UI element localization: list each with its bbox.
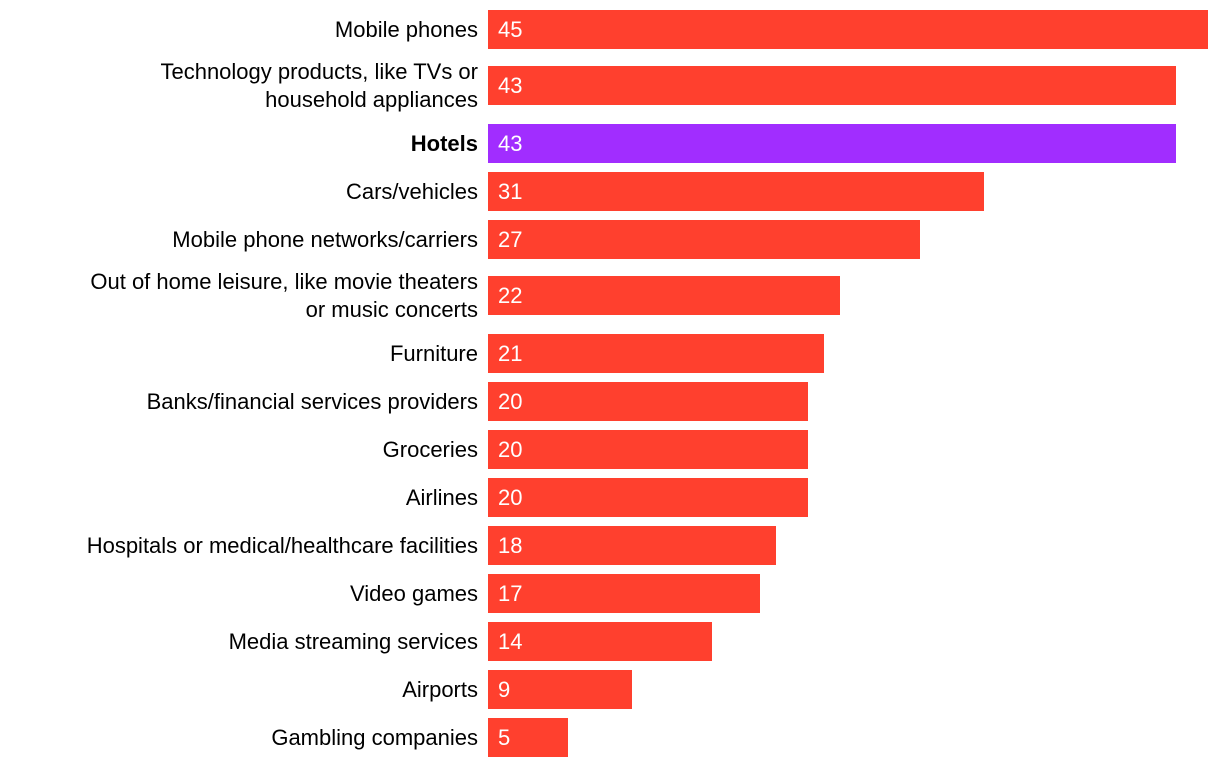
bar-7	[488, 382, 808, 421]
bar-value-label-14: 5	[498, 725, 510, 750]
category-label-7: Banks/financial services providers	[147, 389, 478, 414]
category-label-0: Mobile phones	[335, 17, 478, 42]
bar-value-label-9: 20	[498, 485, 522, 510]
category-label-6: Furniture	[390, 341, 478, 366]
bar-value-label-10: 18	[498, 533, 522, 558]
bar-value-label-0: 45	[498, 17, 522, 42]
category-label-4: Mobile phone networks/carriers	[172, 227, 478, 252]
bar-value-label-13: 9	[498, 677, 510, 702]
bar-9	[488, 478, 808, 517]
category-label-9: Airlines	[406, 485, 478, 510]
category-label-10: Hospitals or medical/healthcare faciliti…	[87, 533, 478, 558]
bar-2	[488, 124, 1176, 163]
bar-4	[488, 220, 920, 259]
bar-5	[488, 276, 840, 315]
bar-value-label-7: 20	[498, 389, 522, 414]
category-label-1-line-1: household appliances	[265, 87, 478, 112]
bar-3	[488, 172, 984, 211]
bar-6	[488, 334, 824, 373]
bar-12	[488, 622, 712, 661]
category-label-11: Video games	[350, 581, 478, 606]
bar-value-label-3: 31	[498, 179, 522, 204]
bar-10	[488, 526, 776, 565]
bar-1	[488, 66, 1176, 105]
bar-value-label-12: 14	[498, 629, 522, 654]
bar-11	[488, 574, 760, 613]
bar-0	[488, 10, 1208, 49]
category-label-5-line-1: or music concerts	[306, 297, 478, 322]
bar-value-label-5: 22	[498, 283, 522, 308]
category-label-12: Media streaming services	[229, 629, 478, 654]
bar-value-label-1: 43	[498, 73, 522, 98]
category-label-13: Airports	[402, 677, 478, 702]
bar-value-label-4: 27	[498, 227, 522, 252]
bar-13	[488, 670, 632, 709]
bar-value-label-11: 17	[498, 581, 522, 606]
bar-value-label-6: 21	[498, 341, 522, 366]
category-label-5-line-0: Out of home leisure, like movie theaters	[90, 269, 478, 294]
bar-8	[488, 430, 808, 469]
bar-value-label-8: 20	[498, 437, 522, 462]
category-label-1-line-0: Technology products, like TVs or	[160, 59, 478, 84]
bar-14	[488, 718, 568, 757]
bar-value-label-2: 43	[498, 131, 522, 156]
category-label-3: Cars/vehicles	[346, 179, 478, 204]
category-label-8: Groceries	[383, 437, 478, 462]
category-label-2: Hotels	[411, 131, 478, 156]
category-label-14: Gambling companies	[271, 725, 478, 750]
